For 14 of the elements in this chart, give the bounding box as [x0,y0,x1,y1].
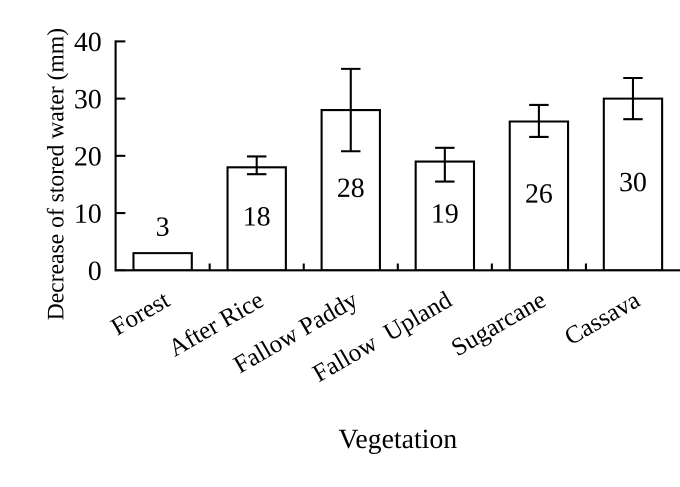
data-label: 19 [433,204,458,223]
data-label: 28 [338,178,364,198]
y-tick-label: 40 [74,32,101,52]
x-tick-label: Forest [110,290,172,336]
y-tick-label: 10 [76,204,101,223]
data-label: 30 [620,172,646,192]
data-label: 26 [526,184,552,203]
data-label: 3 [157,217,168,236]
y-tick-label: 20 [75,147,101,166]
x-axis-title: Vegetation [338,430,457,454]
y-tick-label: 30 [75,90,101,109]
y-tick-label: 0 [88,261,101,280]
y-axis-title: Decrease of stored water (mm) [46,29,68,320]
data-label: 18 [245,206,270,226]
